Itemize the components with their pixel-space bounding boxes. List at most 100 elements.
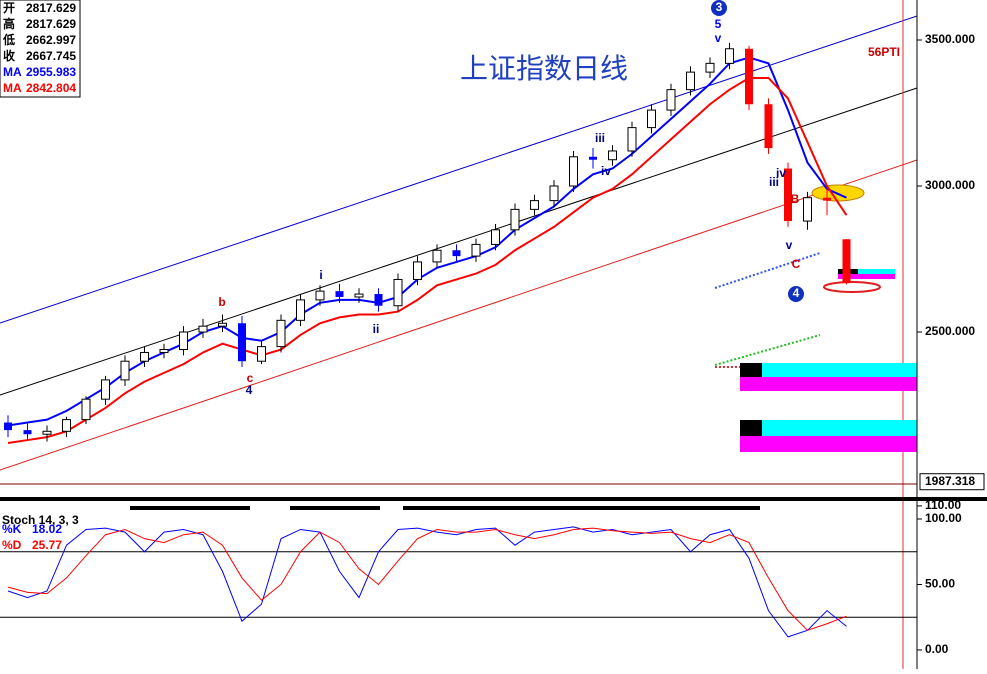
candle-body bbox=[238, 323, 246, 362]
y-tick-label: 2500.000 bbox=[925, 324, 975, 338]
wave-label: v bbox=[715, 31, 722, 45]
candle-body bbox=[296, 299, 305, 321]
info-value: 2955.983 bbox=[26, 65, 76, 79]
info-label: MA bbox=[3, 65, 22, 79]
info-label: 高 bbox=[3, 16, 15, 31]
wave-label: 56PTI bbox=[868, 45, 900, 59]
candle-body bbox=[432, 249, 442, 263]
candle-body bbox=[159, 349, 169, 353]
info-value: 2817.629 bbox=[26, 17, 76, 31]
wave-label: 5 bbox=[715, 17, 722, 31]
zone bbox=[740, 363, 917, 377]
zone bbox=[838, 274, 895, 279]
y-tick-label: 3000.000 bbox=[925, 178, 975, 192]
info-value: 2817.629 bbox=[26, 1, 76, 15]
signal-bar bbox=[130, 506, 250, 510]
candle-body bbox=[608, 150, 617, 161]
candle-body bbox=[705, 62, 715, 73]
zone bbox=[838, 269, 895, 274]
candle-body bbox=[120, 360, 130, 381]
chart-title: 上证指数日线 bbox=[460, 52, 628, 85]
y-tick-label: 3500.000 bbox=[925, 32, 975, 46]
candle-body bbox=[101, 379, 110, 400]
wave-circle bbox=[788, 286, 804, 302]
candle-body bbox=[627, 127, 637, 152]
candle-body bbox=[179, 331, 188, 351]
info-label: MA bbox=[3, 81, 22, 95]
wave-label: c bbox=[247, 371, 254, 385]
y-tick-label: 100.00 bbox=[925, 511, 962, 525]
candle-body bbox=[42, 430, 52, 435]
stoch-line bbox=[7, 527, 847, 631]
candle-body bbox=[81, 398, 91, 421]
y-tick-label: 50.00 bbox=[925, 577, 955, 591]
zone bbox=[740, 420, 762, 436]
legend-name: %K bbox=[2, 522, 22, 536]
y-tick-label: 110.00 bbox=[925, 498, 961, 512]
candle-body bbox=[198, 325, 208, 333]
candle-body bbox=[354, 293, 364, 298]
channel-line bbox=[0, 159, 918, 471]
wave-label: iii bbox=[769, 175, 779, 189]
candle-body bbox=[803, 197, 812, 222]
wave-label: iii bbox=[595, 131, 605, 145]
info-label: 开 bbox=[3, 1, 15, 15]
zone bbox=[740, 377, 917, 391]
channel-line bbox=[0, 15, 918, 324]
candle-body bbox=[784, 168, 792, 222]
wave-label: 3 bbox=[716, 0, 723, 14]
candle-body bbox=[725, 48, 734, 64]
wave-label: 4 bbox=[246, 383, 253, 397]
info-value: 2842.804 bbox=[26, 81, 76, 95]
signal-bar bbox=[403, 506, 760, 510]
candle-body bbox=[842, 239, 851, 284]
candle-body bbox=[23, 430, 32, 435]
stoch-line bbox=[7, 526, 847, 638]
candle-body bbox=[491, 229, 500, 245]
candle-body bbox=[666, 89, 676, 111]
info-label: 低 bbox=[2, 32, 15, 47]
wave-label: b bbox=[218, 295, 225, 309]
projection bbox=[714, 252, 821, 289]
candle-body bbox=[315, 290, 325, 301]
candle-body bbox=[393, 278, 403, 307]
legend-name: %D bbox=[2, 538, 22, 552]
channel-line bbox=[0, 87, 918, 396]
panel-divider bbox=[0, 497, 987, 501]
candle-body bbox=[276, 319, 286, 348]
last-price-label: 1987.318 bbox=[925, 474, 975, 488]
wave-label: iv bbox=[776, 166, 786, 180]
candle-body bbox=[4, 422, 12, 431]
info-value: 2662.997 bbox=[26, 33, 76, 47]
candle-body bbox=[257, 346, 266, 362]
candle-body bbox=[471, 243, 481, 257]
legend-value: 18.02 bbox=[32, 522, 62, 536]
candle-body bbox=[745, 48, 753, 105]
candle-body bbox=[549, 185, 559, 202]
candle-body bbox=[413, 261, 422, 280]
wave-label: C bbox=[792, 257, 801, 271]
candle-body bbox=[686, 71, 695, 91]
signal-bar bbox=[290, 506, 380, 510]
zone bbox=[740, 436, 917, 452]
candle-body bbox=[569, 156, 578, 187]
candle-body bbox=[62, 419, 71, 432]
candle-body bbox=[335, 291, 344, 297]
info-label: 收 bbox=[3, 48, 15, 63]
zone bbox=[740, 420, 917, 436]
wave-label: v bbox=[786, 238, 793, 252]
last-price-box bbox=[919, 473, 985, 491]
y-tick-label: 0.00 bbox=[925, 642, 949, 656]
wave-label: B bbox=[791, 192, 800, 206]
wave-label: ii bbox=[373, 322, 380, 336]
candle-body bbox=[510, 208, 520, 231]
candle-body bbox=[589, 156, 597, 160]
main-panel bbox=[0, 0, 917, 497]
candle-body bbox=[374, 294, 383, 306]
wave-label: 4 bbox=[793, 286, 800, 300]
wave-label: i bbox=[319, 268, 322, 282]
legend-value: 25.77 bbox=[32, 538, 62, 552]
candle-body bbox=[823, 197, 831, 201]
